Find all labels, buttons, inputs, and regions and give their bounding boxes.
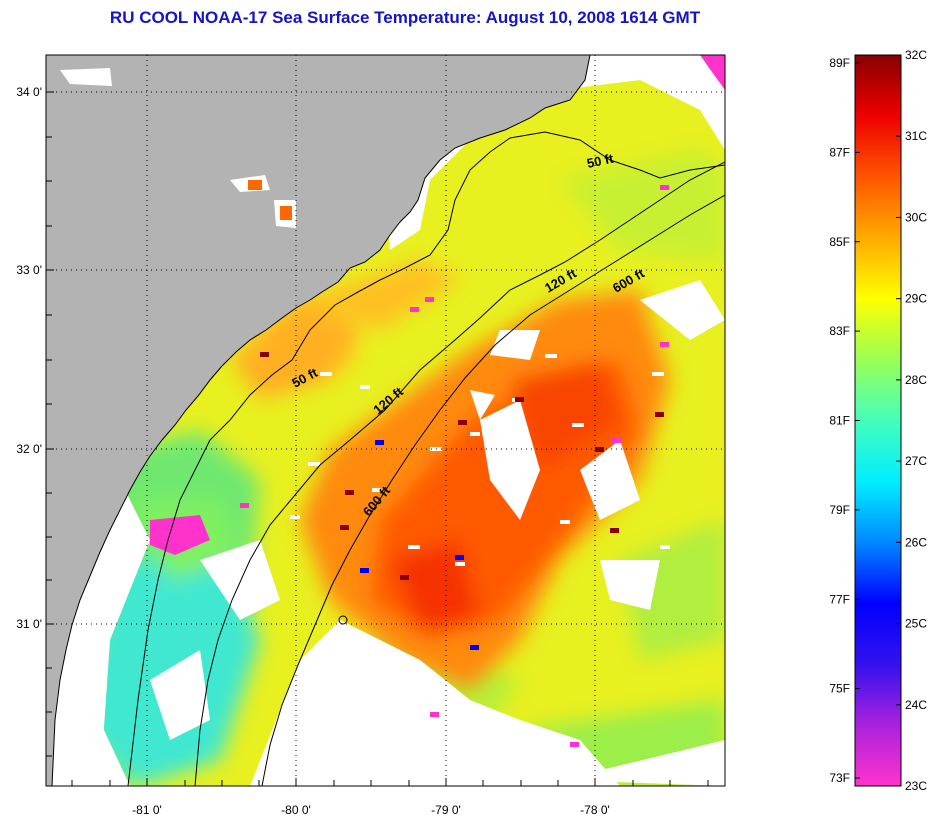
- lat-tick-label: 34 0': [16, 85, 42, 99]
- colorbar-c-label: 26C: [905, 535, 927, 549]
- colorbar-c-label: 24C: [905, 698, 927, 712]
- lon-axis: -81 0' -80 0' -79 0' -78 0': [132, 803, 610, 817]
- frame-ticks: [46, 91, 709, 786]
- lon-tick-label: -78 0': [580, 803, 610, 817]
- colorbar-f-label: 79F: [829, 503, 850, 517]
- sst-specks: [150, 55, 725, 747]
- colorbar-c-label: 27C: [905, 454, 927, 468]
- colorbar-f-label: 75F: [829, 682, 850, 696]
- map-frame: [45, 54, 726, 787]
- coastline: [51, 55, 591, 786]
- colorbar-f-label: 87F: [829, 145, 850, 159]
- colorbar-f-label: 89F: [829, 56, 850, 70]
- colorbar-c-label: 28C: [905, 373, 927, 387]
- lat-tick-label: 33 0': [16, 263, 42, 277]
- colorbar-c-label: 31C: [905, 129, 927, 143]
- lon-tick-label: -80 0': [281, 803, 311, 817]
- colorbar-f-label: 83F: [829, 324, 850, 338]
- graticule: [46, 55, 725, 786]
- colorbar-c-label: 32C: [905, 48, 927, 62]
- colorbar-f-label: 73F: [829, 771, 850, 785]
- isobath-50ft: [127, 131, 725, 786]
- lat-axis: 34 0' 33 0' 32 0' 31 0': [16, 85, 42, 631]
- land-mass: [46, 55, 590, 786]
- colorbar-c-label: 25C: [905, 617, 927, 631]
- colorbar-c-label: 29C: [905, 292, 927, 306]
- colorbar-f-label: 81F: [829, 414, 850, 428]
- isobath-600ft: [261, 194, 725, 786]
- colorbar-scale: [854, 54, 902, 787]
- lon-tick-label: -79 0': [431, 803, 461, 817]
- map-area: [46, 55, 725, 786]
- isobath-120ft: [194, 161, 725, 786]
- colorbar-c-label: 30C: [905, 210, 927, 224]
- colorbar-f-label: 85F: [829, 235, 850, 249]
- map-title: RU COOL NOAA-17 Sea Surface Temperature:…: [109, 8, 701, 27]
- colorbar: 89F 87F 85F 83F 81F 79F 77F 75F 73F 32C 31C 30C 29C…: [829, 48, 927, 793]
- lat-tick-label: 32 0': [16, 442, 42, 456]
- contour-label: 50 ft: [586, 151, 616, 171]
- colorbar-c-label: 23C: [905, 779, 927, 793]
- colorbar-f-label: 77F: [829, 592, 850, 606]
- lat-tick-label: 31 0': [16, 617, 42, 631]
- lon-tick-label: -81 0': [132, 803, 162, 817]
